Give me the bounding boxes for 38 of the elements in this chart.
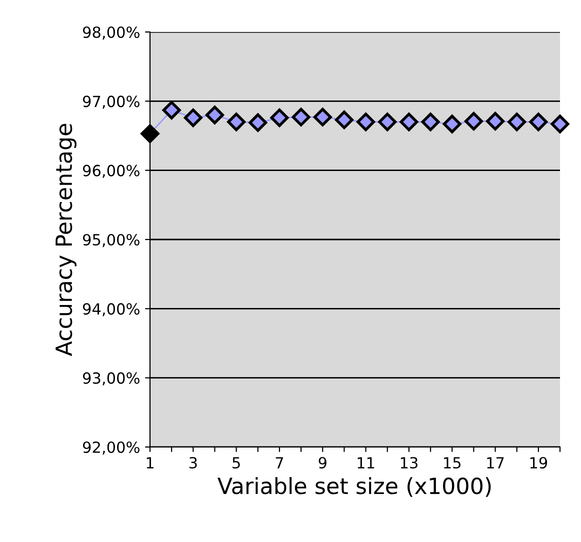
y-tick-label: 93,00%	[82, 372, 140, 386]
point	[378, 112, 397, 132]
y-tick-label: 92,00%	[82, 441, 140, 455]
x-tick-label: 7	[276, 457, 284, 468]
x-tick-label: 13	[400, 456, 418, 469]
x-tick-label: 11	[358, 457, 374, 468]
point	[400, 112, 418, 132]
point	[162, 100, 181, 120]
y-tick-label: 96,00%	[82, 164, 140, 178]
point	[356, 112, 376, 132]
x-tick-label: 19	[530, 456, 548, 469]
point	[442, 114, 462, 134]
point	[529, 112, 548, 132]
point	[421, 112, 440, 132]
y-tick-label: 94,00%	[82, 303, 140, 316]
x-tick-label: 1	[146, 457, 154, 468]
x-tick-label: 3	[189, 456, 197, 469]
point	[227, 112, 246, 132]
point	[334, 110, 354, 130]
x-axis-title: Variable set size (x1000)	[218, 477, 491, 497]
point	[313, 108, 332, 126]
point	[508, 112, 526, 132]
y-tick-label: 95,00%	[82, 234, 140, 248]
point	[550, 114, 570, 134]
x-tick-label: 15	[444, 457, 460, 469]
x-tick-label: 17	[487, 457, 504, 468]
point	[270, 108, 289, 128]
point	[205, 106, 224, 124]
point	[486, 112, 505, 130]
y-tick-label: 98,00%	[82, 26, 140, 40]
point	[184, 108, 202, 128]
point	[248, 113, 268, 132]
x-tick-label: 9	[318, 456, 326, 469]
y-axis-title: Accuracy Percentage	[56, 124, 76, 356]
point	[464, 112, 483, 130]
x-tick-label: 5	[232, 457, 240, 469]
y-tick-label: 97,00%	[82, 96, 140, 109]
point	[292, 108, 310, 126]
